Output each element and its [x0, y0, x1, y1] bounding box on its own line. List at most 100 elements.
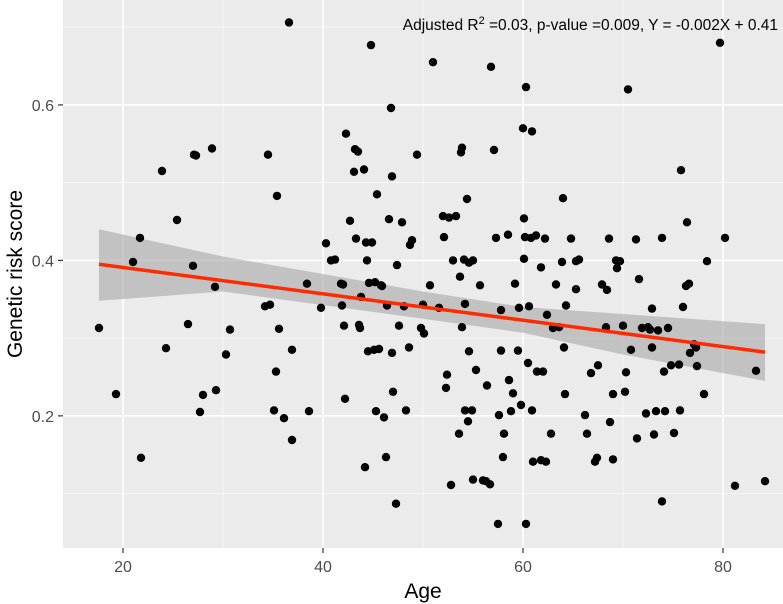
data-point — [448, 256, 458, 265]
data-point — [523, 358, 533, 368]
data-point — [338, 280, 348, 289]
data-point — [532, 367, 542, 376]
data-point — [503, 230, 513, 239]
data-point — [541, 457, 551, 466]
x-tick-label: 40 — [314, 559, 332, 576]
data-point — [128, 257, 138, 267]
data-point — [506, 407, 516, 416]
data-point — [653, 326, 663, 335]
data-point — [407, 236, 417, 245]
data-point — [620, 387, 630, 396]
data-point — [674, 360, 684, 369]
data-point — [468, 256, 478, 265]
data-point — [669, 428, 679, 438]
data-point — [691, 343, 701, 352]
data-point — [582, 429, 592, 438]
data-point — [366, 40, 376, 50]
data-point — [566, 234, 576, 243]
data-point — [172, 215, 182, 225]
data-point — [657, 497, 667, 506]
data-point — [699, 389, 709, 399]
data-point — [558, 194, 568, 203]
x-tick-label: 80 — [714, 559, 732, 576]
data-point — [386, 103, 396, 113]
regression-line — [98, 262, 766, 354]
data-point — [660, 407, 670, 416]
x-tick-label: 20 — [114, 559, 132, 576]
data-point — [111, 389, 121, 399]
data-point — [647, 343, 657, 352]
data-point — [462, 194, 472, 204]
data-point — [631, 235, 641, 244]
data-point — [191, 151, 201, 160]
data-point — [513, 346, 523, 355]
data-point — [321, 239, 331, 248]
data-point — [442, 370, 452, 379]
data-point — [720, 233, 730, 243]
data-point — [519, 254, 529, 263]
data-point — [485, 480, 495, 489]
data-point — [538, 367, 548, 376]
data-point — [387, 172, 397, 181]
data-point — [425, 281, 435, 290]
x-axis-title: Age — [404, 580, 441, 603]
data-point — [444, 213, 454, 222]
data-point — [592, 453, 602, 462]
data-point — [612, 264, 622, 273]
data-point — [340, 394, 350, 403]
data-point — [198, 390, 208, 400]
data-point — [702, 257, 712, 266]
data-point — [225, 325, 235, 334]
data-point — [397, 218, 407, 227]
data-point — [519, 214, 529, 223]
data-point — [730, 481, 740, 490]
data-point — [692, 361, 702, 371]
data-point — [401, 406, 411, 415]
data-point — [379, 413, 389, 422]
data-point — [272, 191, 282, 201]
data-point — [388, 387, 398, 396]
data-point — [161, 344, 171, 353]
grid-lines — [63, 0, 783, 548]
data-point — [491, 233, 501, 243]
data-point — [489, 145, 499, 155]
data-point — [510, 279, 520, 288]
data-point — [604, 234, 614, 243]
data-point — [446, 480, 456, 490]
regression-annotation: Adjusted R2 =0.03, p-value =0.009, Y = -… — [403, 15, 778, 34]
data-point — [645, 325, 655, 334]
data-point — [207, 144, 217, 153]
data-point — [623, 85, 633, 94]
data-point — [387, 348, 397, 358]
data-point — [499, 429, 509, 438]
axis-ticks: 20 40 60 80 0.2 0.4 0.6 — [32, 98, 732, 576]
data-point — [468, 475, 478, 484]
data-point — [521, 82, 531, 92]
data-point — [341, 129, 351, 138]
data-point — [618, 321, 628, 330]
data-point — [540, 234, 550, 243]
data-point — [455, 272, 465, 281]
data-point — [157, 166, 167, 176]
data-point — [135, 233, 145, 243]
data-point — [527, 406, 537, 415]
data-point — [451, 211, 461, 221]
data-point — [663, 323, 673, 333]
data-point — [647, 304, 657, 313]
data-point — [316, 303, 326, 312]
data-point — [355, 323, 365, 333]
data-point — [482, 381, 492, 390]
data-point — [542, 310, 552, 319]
data-point — [439, 232, 449, 242]
data-point — [345, 216, 355, 225]
annotation-superscript: 2 — [479, 15, 485, 27]
data-point — [504, 375, 514, 385]
data-point — [284, 18, 294, 27]
annotation-prefix: Adjusted R — [403, 17, 479, 34]
data-point — [546, 429, 556, 438]
data-point — [615, 257, 625, 266]
data-point — [586, 368, 596, 378]
data-point — [94, 323, 104, 333]
data-point — [518, 124, 528, 133]
